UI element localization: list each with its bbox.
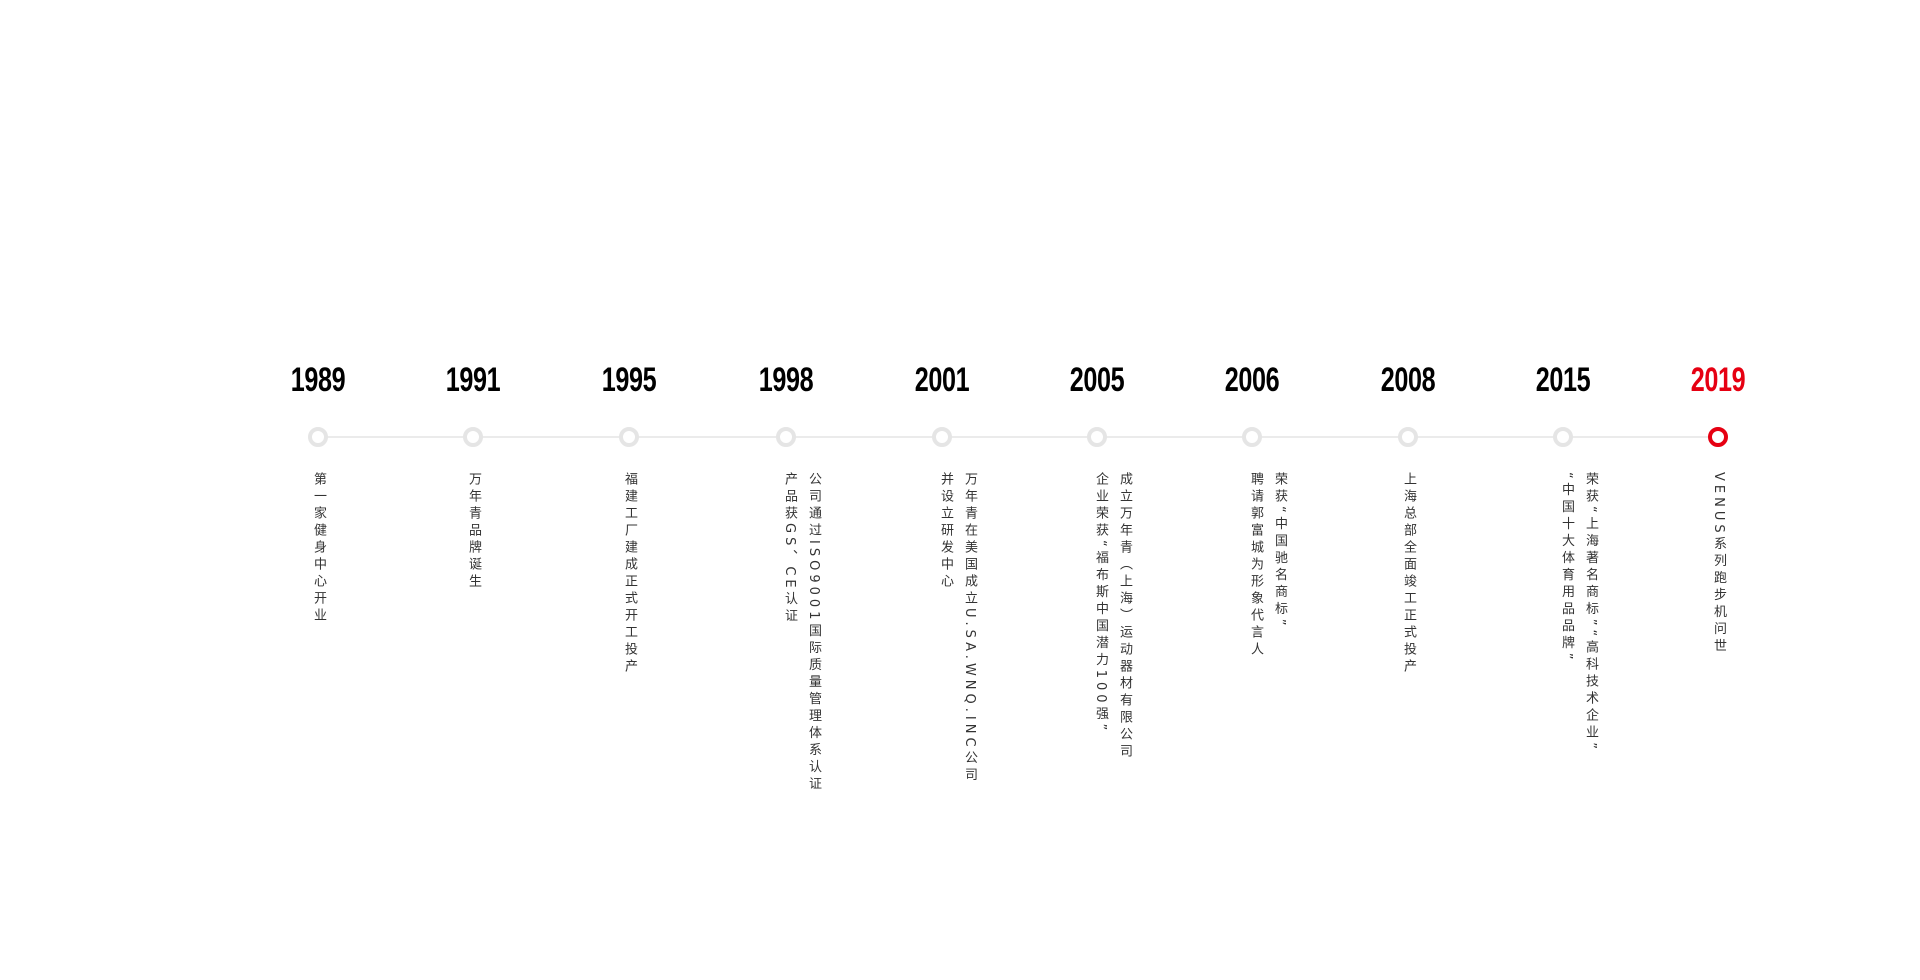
- timeline-description: 万年青品牌诞生: [461, 472, 485, 591]
- timeline-dot-icon[interactable]: [1087, 427, 1107, 447]
- timeline-description: 荣获“中国驰名商标” 聘请郭富城为形象代言人: [1243, 472, 1291, 659]
- timeline-description-line: 并设立研发中心: [938, 472, 953, 591]
- timeline-year: 1998: [758, 361, 814, 399]
- timeline-description-line: 福建工厂建成正式开工投产: [622, 472, 637, 676]
- timeline-year: 1989: [290, 361, 346, 399]
- timeline-description: 成立万年青（上海）运动器材有限公司 企业荣获“福布斯中国潜力100强”: [1088, 472, 1136, 761]
- timeline-description-line: 荣获“上海著名商标”“高科技术企业”: [1583, 472, 1598, 753]
- timeline-description: 万年青在美国成立U.SA.WNQ.INC公司 并设立研发中心: [933, 472, 981, 785]
- timeline-dot-icon[interactable]: [463, 427, 483, 447]
- timeline-year: 2015: [1535, 361, 1591, 399]
- timeline-description-line: 万年青品牌诞生: [466, 472, 481, 591]
- timeline-dot-icon[interactable]: [1553, 427, 1573, 447]
- timeline-dot-icon[interactable]: [308, 427, 328, 447]
- timeline-description-line: “中国十大体育用品品牌”: [1559, 472, 1574, 664]
- timeline-description-line: 成立万年青（上海）运动器材有限公司: [1117, 472, 1132, 761]
- timeline-description-line: 公司通过ISO9001国际质量管理体系认证: [806, 472, 821, 794]
- timeline-dot-icon[interactable]: [619, 427, 639, 447]
- timeline-description-line: 产品获GS、CE认证: [782, 472, 797, 626]
- timeline-description-line: 万年青在美国成立U.SA.WNQ.INC公司: [962, 472, 977, 785]
- timeline-dot-icon[interactable]: [932, 427, 952, 447]
- timeline-year: 2008: [1380, 361, 1436, 399]
- timeline-year: 2019: [1690, 361, 1746, 399]
- timeline-dot-icon[interactable]: [776, 427, 796, 447]
- timeline-description: 上海总部全面竣工正式投产: [1396, 472, 1420, 676]
- timeline-description-line: VENUS系列跑步机问世: [1711, 472, 1726, 656]
- timeline-dot-icon[interactable]: [1398, 427, 1418, 447]
- timeline-year: 1991: [445, 361, 501, 399]
- timeline-track: [318, 436, 1718, 438]
- timeline-year: 2001: [914, 361, 970, 399]
- timeline-description-line: 第一家健身中心开业: [311, 472, 326, 625]
- timeline-dot-icon[interactable]: [1242, 427, 1262, 447]
- timeline-description-line: 上海总部全面竣工正式投产: [1401, 472, 1416, 676]
- timeline-description-line: 聘请郭富城为形象代言人: [1248, 472, 1263, 659]
- timeline-description-line: 企业荣获“福布斯中国潜力100强”: [1093, 472, 1108, 735]
- timeline-description: VENUS系列跑步机问世: [1706, 472, 1730, 656]
- timeline-description-line: 荣获“中国驰名商标”: [1272, 472, 1287, 630]
- timeline-description: 公司通过ISO9001国际质量管理体系认证 产品获GS、CE认证: [777, 472, 825, 793]
- timeline-description: 荣获“上海著名商标”“高科技术企业” “中国十大体育用品品牌”: [1554, 472, 1602, 753]
- timeline-description: 第一家健身中心开业: [306, 472, 330, 625]
- timeline-description: 福建工厂建成正式开工投产: [617, 472, 641, 676]
- timeline-dot-active-icon[interactable]: [1708, 427, 1728, 447]
- timeline-year: 2006: [1224, 361, 1280, 399]
- timeline-year: 2005: [1069, 361, 1125, 399]
- timeline-year: 1995: [601, 361, 657, 399]
